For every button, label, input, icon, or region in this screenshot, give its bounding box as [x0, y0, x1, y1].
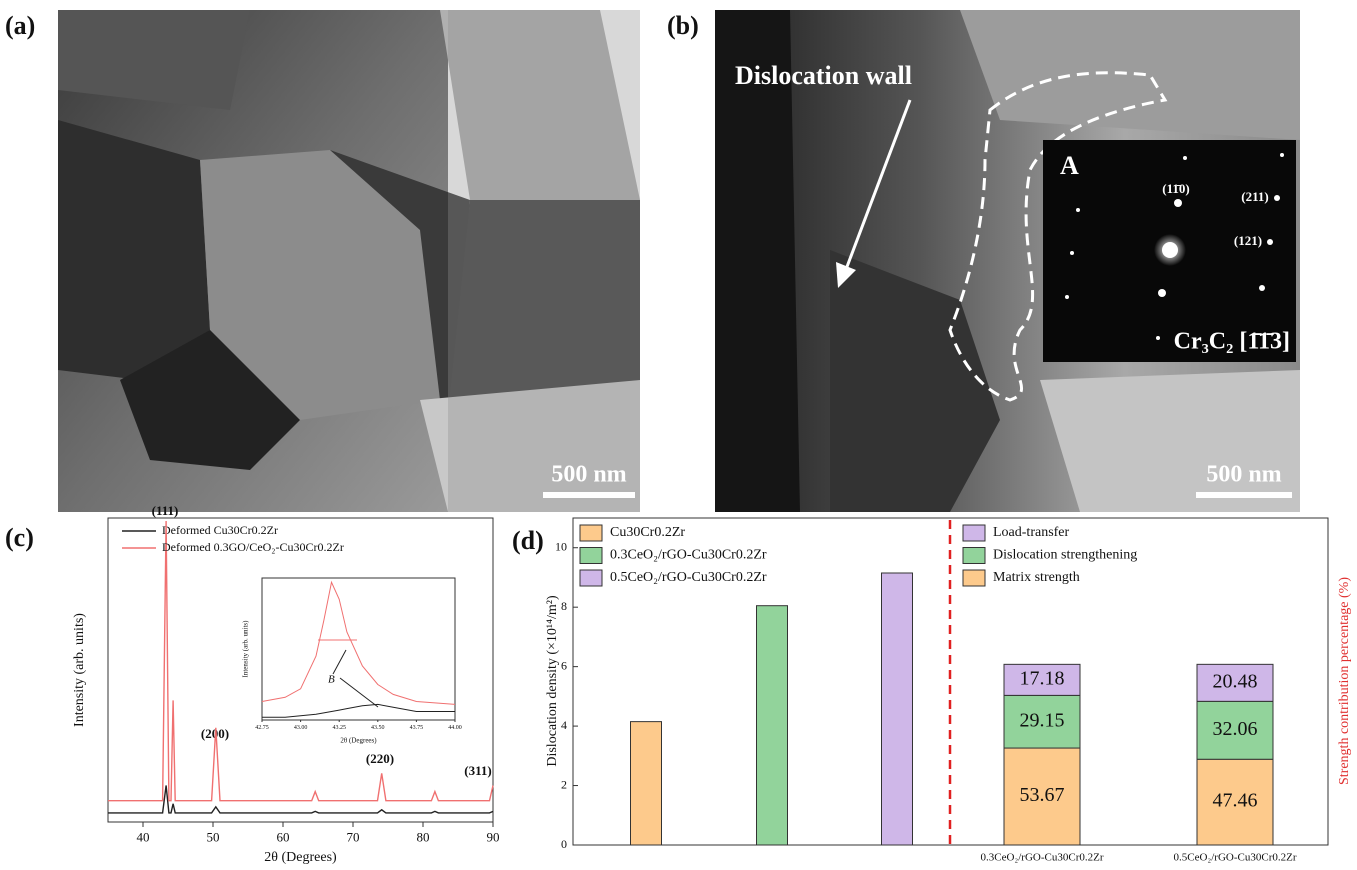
x-tick-label: 80: [417, 830, 430, 845]
legend-label: Deformed Cu30Cr0.2Zr: [162, 523, 278, 537]
legend-label: Deformed 0.3GO/CeO₂-Cu30Cr0.2Zr: [162, 540, 344, 554]
legend-label: Cu30Cr0.2Zr: [610, 525, 685, 540]
y-tick-label: 2: [561, 777, 567, 791]
spot-label: (211): [1241, 189, 1268, 204]
y-tick-label: 10: [555, 539, 567, 553]
legend-label: Load-transfer: [993, 525, 1070, 540]
inset-label: A: [1060, 151, 1079, 180]
legend-swatch: [580, 525, 602, 541]
spot-label: (121): [1234, 233, 1262, 248]
x-tick-label: 0.3CeO₂/rGO-Cu30Cr0.2Zr: [981, 852, 1104, 864]
x-tick-label: 0.5CeO₂/rGO-Cu30Cr0.2Zr: [1174, 852, 1297, 864]
legend-label: Matrix strength: [993, 570, 1080, 585]
value-label: 17.18: [1020, 667, 1065, 689]
scale-bar-label: 500 nm: [1206, 462, 1281, 488]
y-tick-label: 6: [561, 658, 567, 672]
spot-label: (11̄0): [1162, 181, 1189, 196]
x-tick-label: 40: [137, 830, 150, 845]
peak-label: (220): [366, 751, 394, 766]
scale-bar: [1196, 492, 1292, 498]
peak-label: (311): [464, 763, 491, 778]
plot-frame: [262, 578, 455, 720]
legend-swatch: [963, 548, 985, 564]
x-tick-label: 50: [207, 830, 220, 845]
x-tick-label: 44.00: [448, 725, 462, 731]
legend-swatch: [963, 525, 985, 541]
series-line: [108, 786, 493, 813]
value-label: 20.48: [1213, 670, 1258, 692]
y-axis-label: Intensity (arb. units): [72, 613, 87, 727]
value-label: 53.67: [1020, 784, 1065, 806]
bar: [631, 722, 662, 845]
x-tick-label: 70: [347, 830, 360, 845]
scale-bar-label: 500 nm: [551, 462, 626, 488]
legend-swatch: [580, 570, 602, 586]
x-tick-label: 90: [487, 830, 500, 845]
x-tick-label: 60: [277, 830, 290, 845]
scale-bar: [543, 492, 635, 498]
legend-swatch: [963, 570, 985, 586]
inset-annotation: B: [328, 674, 335, 686]
annotation: Dislocation wall: [735, 61, 912, 90]
y-axis-label: Dislocation density (×10¹⁴/m²): [545, 595, 560, 767]
panel-label: (c): [5, 523, 34, 552]
x-tick-label: 43.25: [332, 725, 346, 731]
x-tick-label: 43.00: [294, 725, 308, 731]
y-tick-label: 8: [561, 599, 567, 613]
figure: 500 nm (a) Dislocation wall A (11̄0) (21…: [0, 0, 1357, 870]
tem-image-a-right: [448, 10, 640, 512]
value-label: 29.15: [1020, 709, 1065, 731]
x-tick-label: 43.50: [371, 725, 385, 731]
legend-label: 0.5CeO₂/rGO-Cu30Cr0.2Zr: [610, 570, 767, 585]
peak-label: (111): [152, 503, 179, 518]
bar: [882, 573, 913, 845]
y-axis-label: Intensity (arb. units): [242, 620, 250, 678]
legend-label: 0.3CeO₂/rGO-Cu30Cr0.2Zr: [610, 548, 767, 563]
y-tick-label: 4: [561, 718, 567, 732]
panel-label: (b): [667, 11, 699, 40]
legend-swatch: [580, 548, 602, 564]
x-axis-label: 2θ (Degrees): [340, 737, 377, 745]
value-label: 32.06: [1213, 718, 1258, 740]
zone-axis: Cr₃C₂ [1̄1̄3]: [1174, 329, 1290, 355]
panel-label: (a): [5, 11, 35, 40]
y2-axis-label: Strength contribution percentage (%): [1337, 577, 1352, 785]
x-tick-label: 43.75: [410, 725, 424, 731]
x-tick-label: 42.75: [255, 725, 269, 731]
y-tick-label: 0: [561, 837, 567, 851]
value-label: 47.46: [1213, 790, 1258, 812]
bar: [757, 606, 788, 845]
panel-label: (d): [512, 526, 544, 555]
legend-label: Dislocation strengthening: [993, 548, 1137, 563]
x-axis-label: 2θ (Degrees): [264, 850, 337, 865]
